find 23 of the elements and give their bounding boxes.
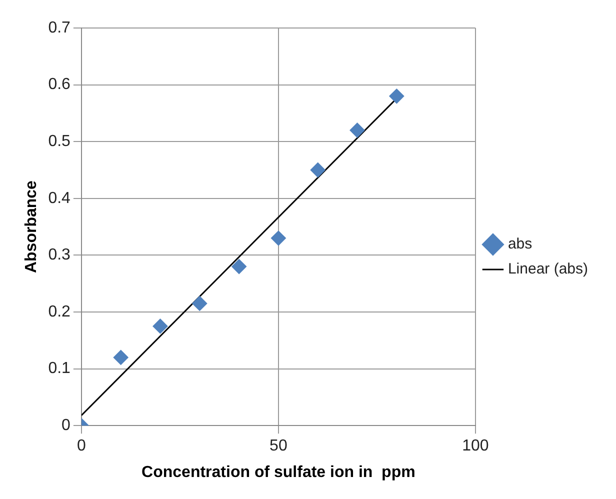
y-tick-label: 0.5: [48, 133, 71, 150]
y-tick-label: 0.3: [48, 246, 71, 264]
point: [270, 230, 286, 246]
y-tick-label: 0.7: [48, 19, 71, 36]
y-tick-label: 0: [62, 417, 71, 434]
legend-label: abs: [508, 236, 532, 253]
y-axis-title: Absorbance: [23, 180, 40, 274]
y-tick-label: 0.4: [48, 190, 71, 207]
y-tick-label: 0.2: [48, 303, 71, 320]
x-axis-title: Concentration of sulfate ion in ppm: [142, 464, 416, 481]
point: [350, 122, 365, 138]
x-tick-label: 0: [76, 438, 86, 455]
point: [310, 162, 326, 178]
y-tick-label: 0.6: [48, 76, 71, 94]
x-tick-label: 50: [270, 438, 288, 455]
x-tick-label: 100: [462, 438, 489, 455]
point: [192, 296, 208, 311]
y-tick-label: 0.1: [48, 360, 71, 378]
point: [113, 350, 128, 365]
legend-label: Linear (abs): [508, 260, 588, 278]
point: [389, 88, 404, 104]
point: [232, 259, 247, 274]
point: [152, 318, 168, 334]
